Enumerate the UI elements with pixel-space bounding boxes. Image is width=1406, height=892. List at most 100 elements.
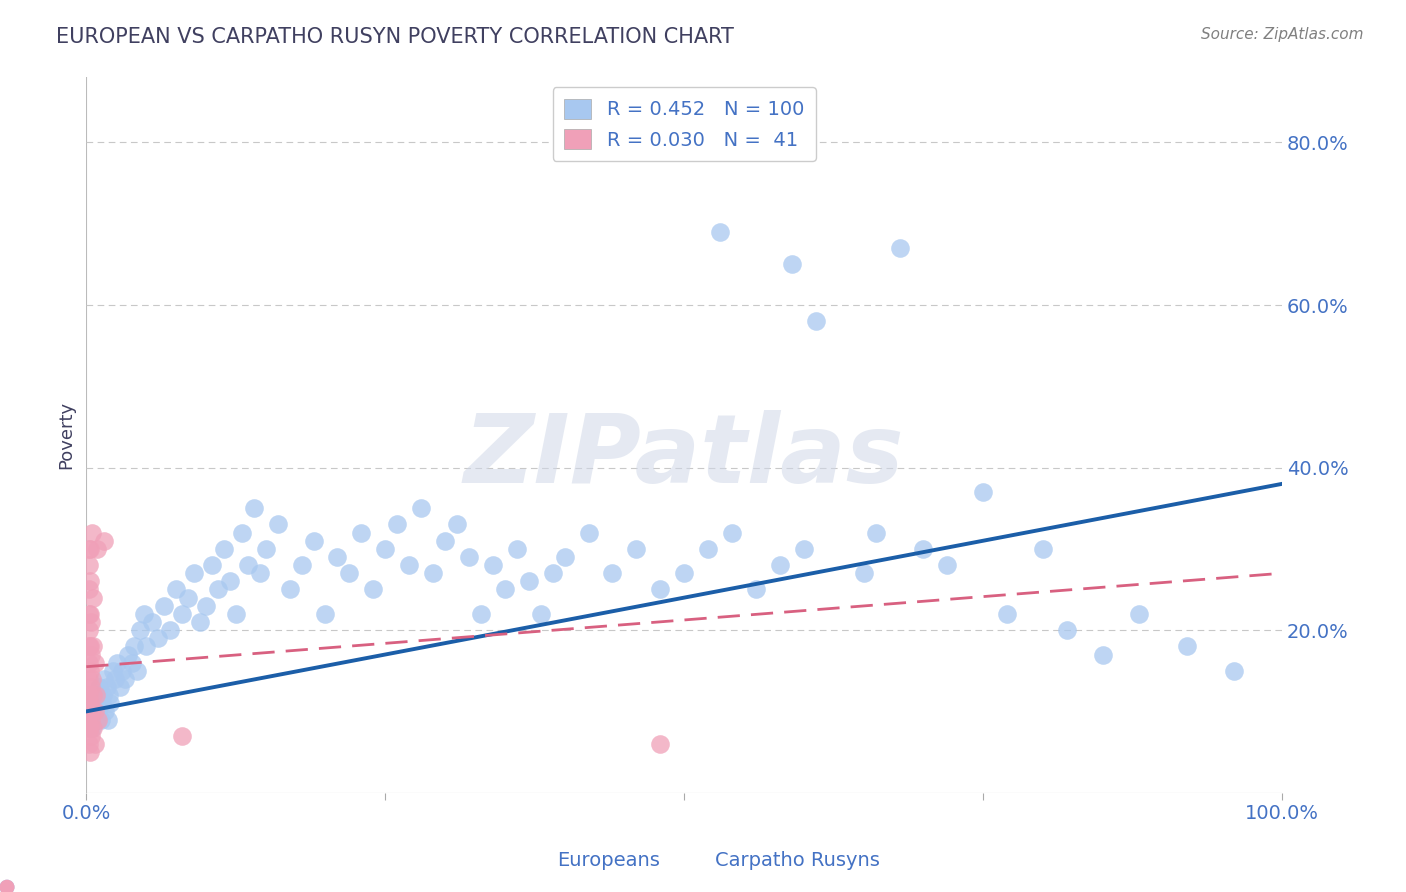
Point bbox=[314, 607, 336, 621]
Point bbox=[86, 688, 108, 702]
Point bbox=[94, 705, 117, 719]
Point bbox=[398, 558, 420, 573]
Point bbox=[236, 558, 259, 573]
Point bbox=[79, 745, 101, 759]
Point bbox=[578, 525, 600, 540]
Point bbox=[326, 549, 349, 564]
Point bbox=[146, 632, 169, 646]
Point bbox=[170, 607, 193, 621]
Point bbox=[709, 225, 731, 239]
Point bbox=[132, 607, 155, 621]
Point bbox=[1091, 648, 1114, 662]
Point bbox=[153, 599, 176, 613]
Point bbox=[159, 623, 181, 637]
Point bbox=[225, 607, 247, 621]
Point bbox=[111, 664, 134, 678]
Point bbox=[77, 721, 100, 735]
Point bbox=[972, 485, 994, 500]
Point bbox=[212, 541, 235, 556]
Point bbox=[77, 737, 100, 751]
Point bbox=[93, 533, 115, 548]
Point bbox=[77, 558, 100, 573]
Point bbox=[458, 549, 481, 564]
Point bbox=[117, 648, 139, 662]
Point bbox=[91, 688, 114, 702]
Point bbox=[77, 607, 100, 621]
Point bbox=[93, 672, 115, 686]
Point bbox=[80, 615, 103, 629]
Point bbox=[865, 525, 887, 540]
Point bbox=[77, 656, 100, 670]
Point bbox=[80, 648, 103, 662]
Point bbox=[82, 721, 104, 735]
Point bbox=[530, 607, 553, 621]
Point bbox=[98, 688, 121, 702]
Point bbox=[97, 713, 120, 727]
Point bbox=[79, 541, 101, 556]
Point bbox=[697, 541, 720, 556]
Point bbox=[339, 566, 361, 581]
Point bbox=[108, 680, 131, 694]
Point bbox=[387, 517, 409, 532]
Point bbox=[77, 688, 100, 702]
Point bbox=[177, 591, 200, 605]
Y-axis label: Poverty: Poverty bbox=[58, 401, 75, 469]
Point bbox=[541, 566, 564, 581]
Point bbox=[98, 696, 121, 710]
Point bbox=[1032, 541, 1054, 556]
Point bbox=[517, 574, 540, 589]
Point bbox=[87, 713, 110, 727]
Point bbox=[82, 721, 104, 735]
Point bbox=[125, 664, 148, 678]
Point bbox=[290, 558, 312, 573]
Legend: Europeans, Carpatho Rusyns: Europeans, Carpatho Rusyns bbox=[519, 843, 887, 878]
Point bbox=[1223, 664, 1246, 678]
Point bbox=[852, 566, 875, 581]
Point bbox=[207, 582, 229, 597]
Point bbox=[83, 696, 105, 710]
Point bbox=[79, 640, 101, 654]
Legend: R = 0.452   N = 100, R = 0.030   N =  41: R = 0.452 N = 100, R = 0.030 N = 41 bbox=[553, 87, 815, 161]
Point bbox=[201, 558, 224, 573]
Point bbox=[77, 582, 100, 597]
Point bbox=[90, 696, 112, 710]
Point bbox=[77, 672, 100, 686]
Point bbox=[77, 541, 100, 556]
Point bbox=[83, 737, 105, 751]
Point bbox=[82, 525, 104, 540]
Point bbox=[482, 558, 505, 573]
Point bbox=[82, 640, 104, 654]
Point bbox=[249, 566, 271, 581]
Point bbox=[121, 656, 143, 670]
Point bbox=[83, 656, 105, 670]
Point bbox=[188, 615, 211, 629]
Point bbox=[446, 517, 468, 532]
Point bbox=[101, 664, 124, 678]
Point bbox=[745, 582, 768, 597]
Point bbox=[626, 541, 648, 556]
Point bbox=[79, 574, 101, 589]
Point bbox=[721, 525, 744, 540]
Point bbox=[82, 705, 104, 719]
Point bbox=[104, 672, 127, 686]
Point bbox=[266, 517, 288, 532]
Point bbox=[79, 607, 101, 621]
Point bbox=[83, 705, 105, 719]
Point bbox=[554, 549, 576, 564]
Point bbox=[804, 314, 827, 328]
Point bbox=[1056, 623, 1078, 637]
Point bbox=[769, 558, 792, 573]
Point bbox=[82, 705, 104, 719]
Point bbox=[77, 705, 100, 719]
Point bbox=[122, 640, 145, 654]
Text: Source: ZipAtlas.com: Source: ZipAtlas.com bbox=[1201, 27, 1364, 42]
Point bbox=[77, 640, 100, 654]
Point bbox=[79, 721, 101, 735]
Point bbox=[889, 241, 911, 255]
Point bbox=[793, 541, 815, 556]
Point bbox=[494, 582, 516, 597]
Point bbox=[278, 582, 301, 597]
Point bbox=[79, 696, 101, 710]
Point bbox=[82, 688, 104, 702]
Point bbox=[1175, 640, 1198, 654]
